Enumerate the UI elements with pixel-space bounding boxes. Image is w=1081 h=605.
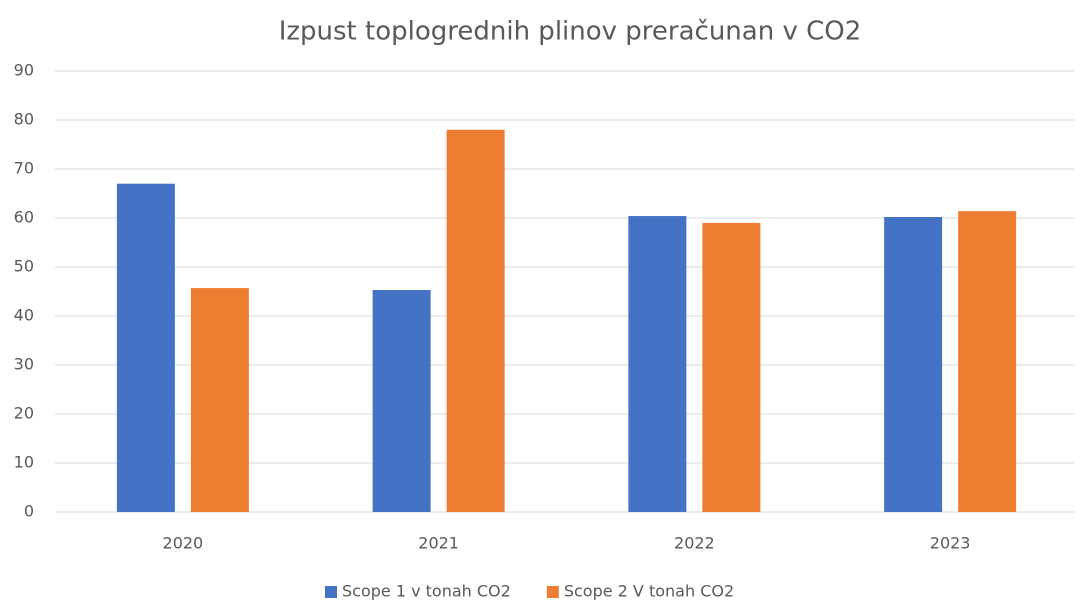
- bar: [190, 288, 249, 512]
- y-tick-label: 20: [14, 404, 34, 423]
- legend-label: Scope 2 V tonah CO2: [564, 582, 734, 601]
- y-tick-label: 30: [14, 355, 34, 374]
- x-tick-label: 2023: [930, 534, 971, 553]
- y-tick-label: 50: [14, 257, 34, 276]
- y-tick-label: 80: [14, 110, 34, 129]
- y-tick-label: 60: [14, 208, 34, 227]
- y-tick-label: 40: [14, 306, 34, 325]
- bar: [702, 222, 761, 512]
- y-tick-label: 70: [14, 159, 34, 178]
- y-tick-label: 0: [24, 502, 34, 521]
- bar: [958, 211, 1017, 512]
- chart-title: Izpust toplogrednih plinov preračunan v …: [279, 17, 862, 47]
- bar: [116, 183, 175, 512]
- y-tick-label: 90: [14, 61, 34, 80]
- legend-swatch: [325, 586, 337, 598]
- x-tick-label: 2022: [674, 534, 715, 553]
- bar: [372, 290, 431, 512]
- bar: [446, 129, 505, 513]
- bar: [884, 217, 943, 512]
- y-tick-label: 10: [14, 453, 34, 472]
- bar: [628, 216, 687, 513]
- legend-label: Scope 1 v tonah CO2: [342, 582, 511, 601]
- x-tick-label: 2020: [163, 534, 204, 553]
- x-tick-label: 2021: [418, 534, 459, 553]
- legend-swatch: [546, 586, 559, 598]
